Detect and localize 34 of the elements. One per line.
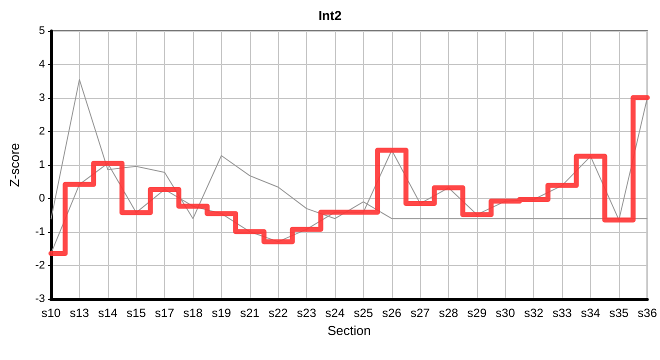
x-axis-title: Section (327, 322, 371, 338)
y-tick-label: -2 (35, 260, 45, 272)
y-tick-label: 1 (38, 159, 45, 171)
y-tick-label: 0 (38, 192, 45, 204)
y-tick-label: 3 (38, 92, 45, 104)
chart-title: Int2 (318, 8, 342, 23)
y-axis-title: Z-score (7, 142, 22, 188)
x-tick-label: s25 (354, 306, 374, 320)
x-tick-label: s18 (183, 306, 203, 320)
y-tick-label: 4 (38, 58, 45, 70)
x-tick-label: s10 (41, 306, 61, 320)
x-tick-label: s19 (212, 306, 232, 320)
x-tick-label: s13 (70, 306, 90, 320)
x-tick-label: s35 (609, 306, 629, 320)
x-tick-label: s24 (325, 306, 345, 320)
y-tick-label: 5 (38, 25, 45, 37)
x-tick-label: s23 (296, 306, 317, 320)
x-tick-label: s36 (638, 306, 658, 320)
y-tick-label: 2 (38, 126, 45, 138)
x-tick-label: s29 (467, 306, 487, 320)
x-tick-label: s34 (580, 306, 601, 320)
x-tick-label: s26 (382, 306, 402, 320)
x-tick-label: s22 (268, 306, 288, 320)
x-tick-label: s15 (126, 306, 146, 320)
y-tick-label: -1 (35, 226, 45, 238)
x-tick-label: s28 (438, 306, 459, 320)
x-tick-label: s33 (552, 306, 572, 320)
x-tick-label: s21 (240, 306, 260, 320)
x-tick-label: s14 (98, 306, 118, 320)
x-tick-label: s27 (410, 306, 430, 320)
x-tick-label: s32 (524, 306, 544, 320)
x-tick-label: s30 (496, 306, 516, 320)
y-tick-label: -3 (35, 293, 45, 305)
x-tick-label: s17 (154, 306, 175, 320)
